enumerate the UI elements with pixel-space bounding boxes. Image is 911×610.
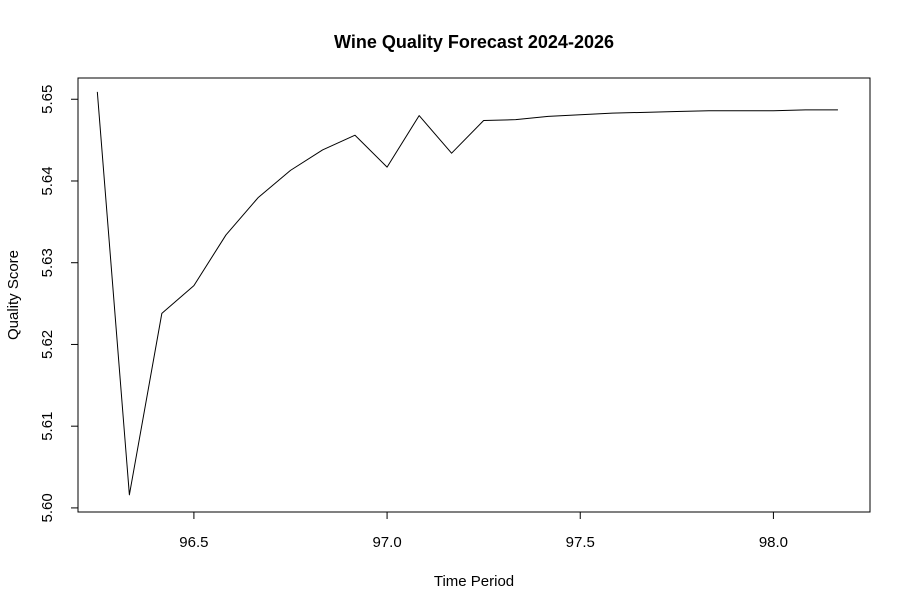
- y-tick-label: 5.65: [39, 85, 56, 114]
- x-axis: 96.5 97.0 97.5 98.0: [179, 511, 788, 551]
- y-tick-label: 5.63: [39, 248, 56, 277]
- y-tick-label: 5.61: [39, 412, 56, 441]
- x-tick-label: 96.5: [179, 534, 208, 551]
- series-line: [96, 91, 838, 496]
- y-tick-label: 5.60: [39, 493, 56, 522]
- series-group: [96, 91, 838, 496]
- y-axis-label: Quality Score: [5, 250, 22, 340]
- x-tick-label: 98.0: [759, 534, 788, 551]
- x-axis-label: Time Period: [434, 573, 514, 590]
- chart-title: Wine Quality Forecast 2024-2026: [334, 32, 614, 52]
- x-tick-label: 97.5: [566, 534, 595, 551]
- y-tick-label: 5.64: [39, 166, 56, 195]
- x-tick-label: 97.0: [372, 534, 401, 551]
- plot-frame: [77, 77, 871, 513]
- y-axis: 5.60 5.61 5.62 5.63 5.64 5.65: [39, 85, 79, 523]
- y-tick-label: 5.62: [39, 330, 56, 359]
